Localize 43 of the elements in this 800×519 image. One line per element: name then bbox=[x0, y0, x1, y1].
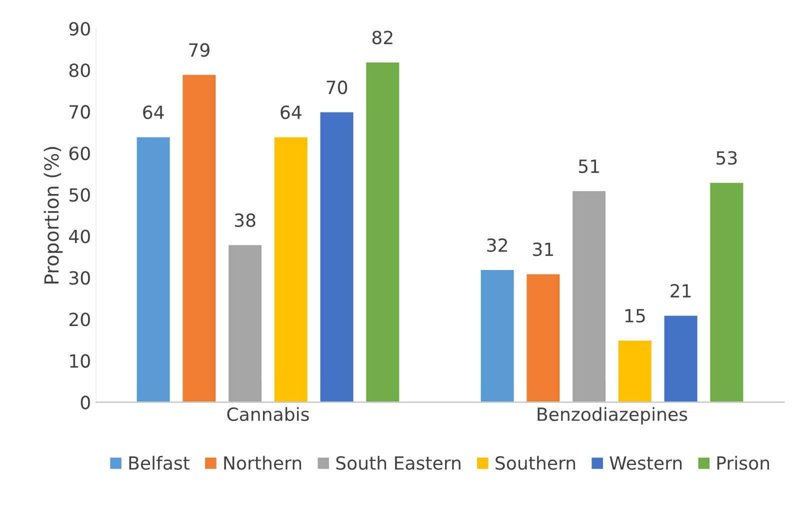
legend-label: Southern bbox=[496, 456, 576, 470]
y-tick-label: 80 bbox=[69, 64, 90, 78]
legend-label: Northern bbox=[224, 456, 302, 470]
y-tick-label: 70 bbox=[70, 105, 90, 119]
y-tick-label: 10 bbox=[70, 354, 90, 368]
y-tick-label: 60 bbox=[69, 146, 90, 160]
bar bbox=[227, 244, 263, 402]
data-label: 64 bbox=[143, 105, 164, 120]
data-label: 38 bbox=[234, 213, 256, 228]
bar bbox=[273, 136, 309, 402]
x-tick-label: Benzodiazepines bbox=[538, 407, 688, 425]
data-label: 70 bbox=[326, 80, 348, 94]
bar bbox=[318, 110, 355, 402]
data-label: 64 bbox=[280, 105, 302, 120]
data-label: 51 bbox=[578, 160, 599, 174]
data-label: 82 bbox=[372, 30, 392, 44]
data-label: 32 bbox=[487, 238, 508, 252]
data-label: 21 bbox=[670, 284, 691, 298]
bar bbox=[479, 268, 516, 402]
y-tick-label: 50 bbox=[70, 188, 90, 202]
x-tick-label: Cannabis bbox=[227, 407, 309, 422]
legend-label: South Eastern bbox=[336, 456, 460, 470]
y-tick-label: 30 bbox=[70, 271, 90, 285]
bar bbox=[571, 190, 607, 402]
legend-label: Western bbox=[610, 456, 682, 470]
legend-label: Belfast bbox=[129, 456, 190, 470]
y-tick-label: 20 bbox=[69, 312, 90, 326]
y-axis-title: Proportion (%) bbox=[44, 146, 63, 284]
bar bbox=[525, 272, 562, 402]
data-label: 15 bbox=[625, 309, 645, 323]
bar bbox=[364, 61, 401, 402]
legend-label: Prison bbox=[717, 456, 769, 470]
data-label: 53 bbox=[716, 151, 737, 165]
y-tick-label: 0 bbox=[80, 396, 90, 410]
bar bbox=[135, 136, 172, 402]
bar bbox=[662, 314, 699, 402]
y-tick-label: 40 bbox=[69, 230, 90, 244]
bar bbox=[181, 74, 218, 402]
data-label: 31 bbox=[533, 242, 554, 256]
data-label: 79 bbox=[189, 43, 210, 57]
bar bbox=[617, 339, 653, 402]
y-tick-label: 90 bbox=[69, 22, 90, 36]
bar bbox=[708, 181, 745, 402]
